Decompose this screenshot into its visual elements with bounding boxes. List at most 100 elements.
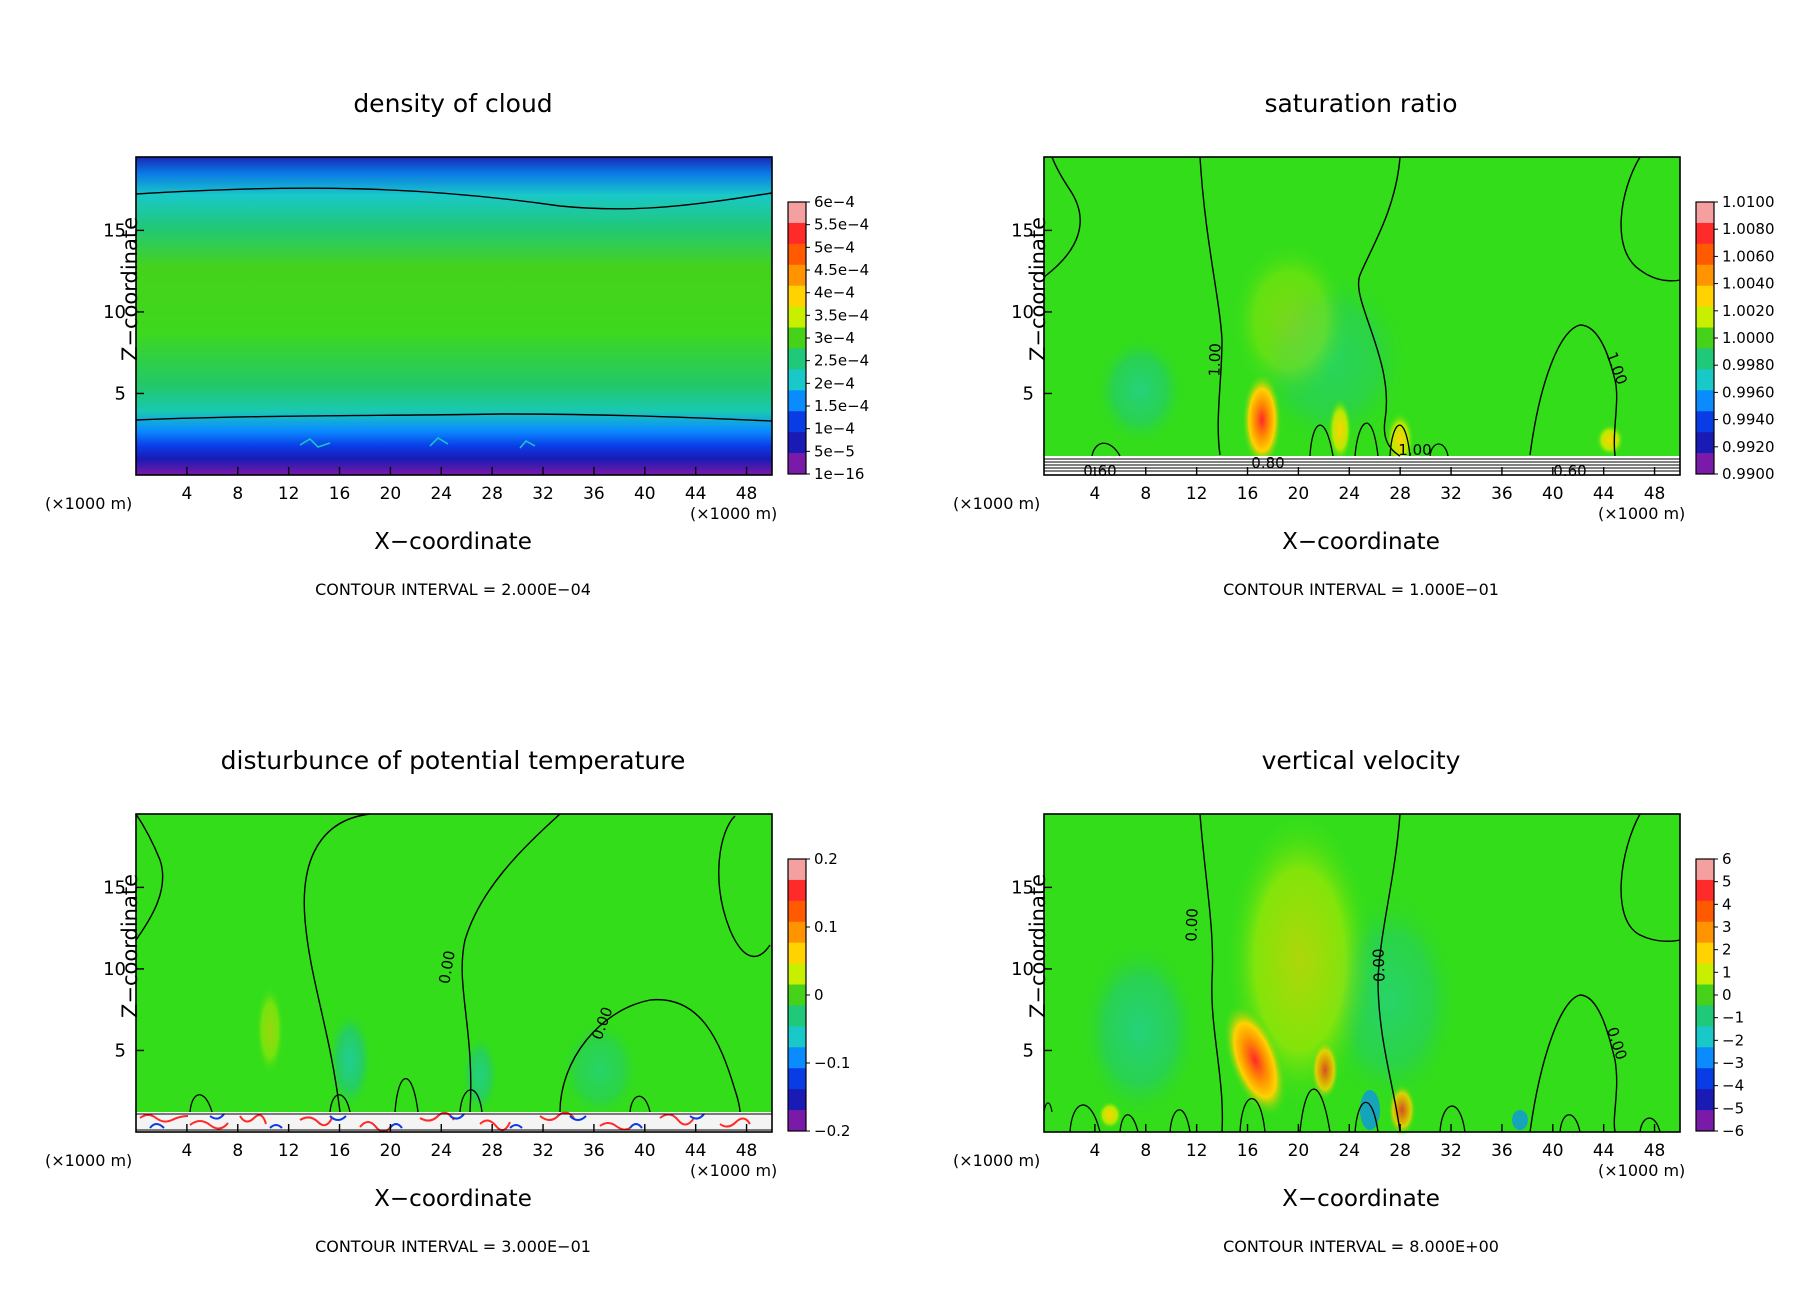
x-tick-label: 12 [278, 1141, 300, 1161]
colorbar: 1.0100 1.0080 1.0060 1.0040 1.0020 1.0000 0.99… [1695, 193, 1775, 483]
colorbar-swatch [1696, 984, 1714, 1006]
colorbar-label: 4.5e−4 [814, 261, 869, 279]
y-tick-label: 15 [1011, 877, 1034, 898]
colorbar-label: 5 [1722, 873, 1732, 891]
x-tick-label: 12 [1186, 484, 1208, 504]
y-axis-label: Z−coordinate [1026, 874, 1050, 1018]
colorbar-swatch [1696, 264, 1714, 287]
colorbar-swatch [1696, 390, 1714, 412]
x-tick-labels: 4 8 12 16 20 24 28 32 36 40 44 48 [1089, 467, 1665, 504]
x-tick-labels: 4 8 12 16 20 24 28 32 36 40 44 48 [181, 1124, 757, 1161]
x-tick-label: 28 [1389, 1141, 1411, 1161]
y-tick-label: 10 [1011, 302, 1034, 323]
colorbar-swatch [1696, 1026, 1714, 1048]
x-tick-label: 4 [181, 484, 192, 504]
colorbar-label: −0.2 [814, 1122, 850, 1140]
contour-label: 0.00 [435, 949, 459, 985]
colorbar-label: 0.9920 [1722, 438, 1775, 456]
y-tick-labels: 5 10 15 [103, 220, 144, 404]
colorbar-label: −5 [1722, 1099, 1744, 1117]
plot-area: 1.00 1.00 1.00 0.60 0.80 0.60 [1043, 156, 1681, 480]
x-tick-label: 32 [532, 484, 554, 504]
colorbar-swatch [788, 1068, 806, 1090]
colorbar-swatch [788, 411, 806, 433]
x-tick-label: 20 [380, 1141, 402, 1161]
colorbar-label: 6e−4 [814, 193, 855, 211]
x-tick-label: 40 [1542, 1141, 1564, 1161]
x-tick-label: 28 [481, 484, 503, 504]
colorbar-swatch [788, 348, 806, 370]
colorbar-label: −0.1 [814, 1054, 850, 1072]
y-tick-labels: 5 10 15 [1011, 220, 1052, 404]
x-tick-label: 8 [1140, 484, 1151, 504]
x-tick-label: 28 [481, 1141, 503, 1161]
plot-area: 0.00 0.00 0.00 [1043, 810, 1681, 1136]
colorbar-swatch [1696, 411, 1714, 433]
x-axis-label: X−coordinate [1282, 529, 1440, 555]
x-tick-label: 8 [232, 1141, 243, 1161]
colorbar-swatch [1696, 202, 1714, 224]
colorbar-swatch [1696, 432, 1714, 454]
y-tick-label: 5 [1023, 383, 1034, 404]
colorbar: 0.2 0.1 0 −0.1 −0.2 [787, 850, 850, 1140]
x-tick-label: 12 [1186, 1141, 1208, 1161]
colorbar-swatch [1696, 348, 1714, 370]
colorbar-swatch [1696, 1005, 1714, 1027]
colorbar-swatch [788, 222, 806, 245]
x-unit-right: (×1000 m) [690, 1161, 777, 1180]
colorbar-swatch [788, 879, 806, 902]
colorbar-swatch [788, 306, 806, 329]
x-tick-label: 48 [736, 484, 758, 504]
x-unit-left: (×1000 m) [953, 494, 1040, 513]
x-unit-left: (×1000 m) [45, 1151, 132, 1170]
colorbar-label: 1.0060 [1722, 247, 1775, 265]
x-tick-label: 20 [380, 484, 402, 504]
contour-label: 0.60 [1083, 462, 1116, 480]
x-tick-label: 4 [1089, 1141, 1100, 1161]
x-axis-label: X−coordinate [1282, 1186, 1440, 1212]
x-tick-label: 16 [1237, 1141, 1259, 1161]
colorbar-label: 0.9960 [1722, 383, 1775, 401]
x-tick-label: 8 [1140, 1141, 1151, 1161]
colorbar: 6 5 4 3 2 1 0 −1 −2 −3 −4 −5 −6 [1695, 850, 1744, 1140]
colorbar-label: 4e−4 [814, 284, 855, 302]
contour-label: 0.60 [1553, 462, 1586, 480]
x-axis-label: X−coordinate [374, 1186, 532, 1212]
contour-label: 0.00 [1369, 948, 1388, 982]
y-tick-label: 10 [103, 959, 126, 980]
colorbar-swatch [1696, 327, 1714, 349]
y-tick-label: 15 [1011, 220, 1034, 241]
colorbar-swatch [1696, 1110, 1714, 1132]
panel-density-of-cloud: density of cloud 4 8 12 16 20 24 28 32 36 40 44 48 … [45, 89, 869, 599]
x-tick-label: 40 [634, 1141, 656, 1161]
colorbar-swatch [1696, 306, 1714, 329]
x-tick-label: 16 [329, 484, 351, 504]
colorbar-swatch [788, 369, 806, 391]
chart-title: saturation ratio [1264, 89, 1457, 118]
colorbar-label: 3e−4 [814, 329, 855, 347]
x-tick-label: 40 [1542, 484, 1564, 504]
x-tick-label: 16 [1237, 484, 1259, 504]
colorbar-label: 0.9900 [1722, 465, 1775, 483]
colorbar-swatch [788, 202, 806, 224]
x-tick-label: 44 [1593, 484, 1615, 504]
colorbar-label: −3 [1722, 1054, 1744, 1072]
colorbar-swatch [1696, 453, 1714, 475]
colorbar-label: 5e−5 [814, 442, 855, 460]
y-tick-labels: 5 10 15 [1011, 877, 1052, 1061]
panel-vertical-velocity: vertical velocity 0.00 0.00 0.00 4 8 12 16 2… [953, 746, 1744, 1256]
colorbar-swatch [1696, 1089, 1714, 1111]
colorbar-swatch [1696, 942, 1714, 965]
x-tick-label: 24 [1338, 484, 1360, 504]
colorbar-swatch [788, 1110, 806, 1132]
plot-area [135, 156, 773, 476]
colorbar-label: 0.9980 [1722, 356, 1775, 374]
colorbar-swatch [788, 859, 806, 881]
colorbar-swatch [788, 1047, 806, 1069]
colorbar-swatch [788, 453, 806, 475]
contour-label: 0.80 [1251, 454, 1284, 472]
colorbar-swatch [788, 942, 806, 965]
contour-interval: CONTOUR INTERVAL = 1.000E−01 [1223, 580, 1499, 599]
x-tick-label: 36 [583, 1141, 605, 1161]
